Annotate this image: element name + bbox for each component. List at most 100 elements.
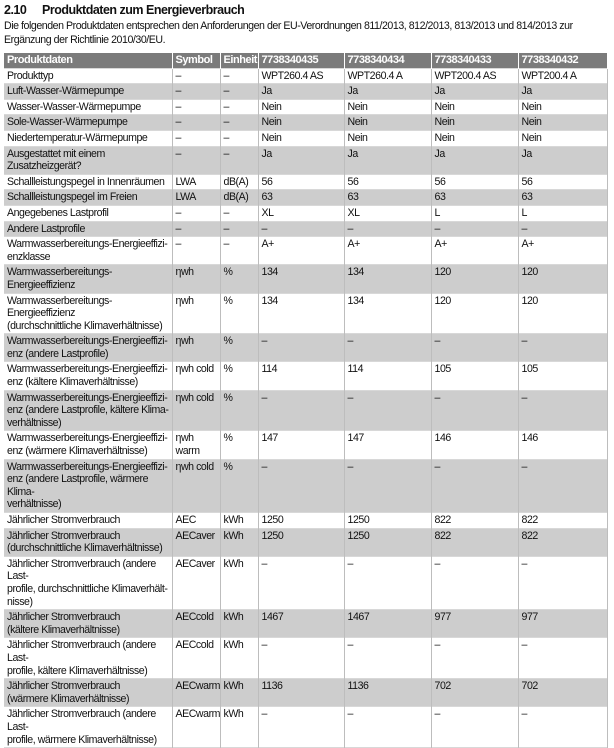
cell-symbol: –	[172, 205, 221, 222]
table-row: Warmwasserbereitungs-Energieeffizienz ηwh…	[4, 264, 608, 293]
cell-model-4: 146	[518, 430, 608, 460]
table-row: Warmwasserbereitungs-Energieeffizi- enz …	[4, 430, 608, 460]
cell-symbol: AEC	[172, 512, 221, 529]
cell-model-1: Nein	[258, 114, 345, 131]
table-row: Luft-Wasser-Wärmepumpe – – Ja Ja Ja Ja	[4, 83, 608, 100]
section-number: 2.10	[4, 3, 27, 17]
cell-unit: dB(A)	[220, 189, 259, 206]
cell-model-4: –	[518, 221, 608, 237]
cell-model-3: –	[431, 333, 519, 362]
cell-model-3: Ja	[431, 146, 519, 175]
cell-unit: –	[220, 114, 259, 131]
table-row: Jährlicher Stromverbrauch (andere Last- …	[4, 637, 608, 679]
column-header-model-1: 7738340435	[258, 53, 345, 69]
cell-model-4: L	[518, 205, 608, 222]
cell-model-2: 1467	[344, 609, 432, 638]
cell-model-4: –	[518, 459, 608, 513]
cell-model-2: –	[344, 333, 432, 362]
cell-unit: kWh	[220, 556, 259, 610]
cell-product-data: Warmwasserbereitungs-Energieeffizi- enzk…	[4, 236, 173, 265]
column-header-unit: Einheit	[220, 53, 259, 69]
table-row: Warmwasserbereitungs-Energieeffizi- enz …	[4, 333, 608, 362]
cell-model-1: –	[258, 637, 345, 679]
cell-model-4: 822	[518, 512, 608, 529]
cell-model-4: Nein	[518, 114, 608, 131]
cell-model-2: 134	[344, 264, 432, 293]
cell-model-3: –	[431, 637, 519, 679]
intro-paragraph: Die folgenden Produktdaten entsprechen d…	[4, 20, 573, 46]
cell-model-2: 114	[344, 361, 432, 391]
cell-model-1: 147	[258, 430, 345, 460]
cell-model-3: –	[431, 556, 519, 610]
cell-unit: –	[220, 130, 259, 147]
cell-model-2: Ja	[344, 146, 432, 175]
cell-symbol: –	[172, 236, 221, 265]
cell-model-4: Nein	[518, 130, 608, 147]
cell-unit: %	[220, 333, 259, 362]
cell-product-data: Warmwasserbereitungs-Energieeffizienz (d…	[4, 293, 173, 334]
cell-model-2: Nein	[344, 114, 432, 131]
cell-model-2: 63	[344, 189, 432, 206]
cell-model-1: –	[258, 333, 345, 362]
cell-model-2: –	[344, 556, 432, 610]
cell-model-3: Nein	[431, 99, 519, 115]
table-row: Sole-Wasser-Wärmepumpe – – Nein Nein Nein Nein	[4, 114, 608, 131]
cell-model-2: –	[344, 706, 432, 748]
cell-model-1: –	[258, 556, 345, 610]
cell-model-3: –	[431, 706, 519, 748]
cell-model-4: –	[518, 333, 608, 362]
cell-model-3: –	[431, 390, 519, 431]
cell-model-3: 120	[431, 264, 519, 293]
cell-model-3: 56	[431, 174, 519, 190]
cell-model-1: 1136	[258, 678, 345, 707]
cell-product-data: Jährlicher Stromverbrauch (durchschnittl…	[4, 528, 173, 557]
cell-unit: %	[220, 264, 259, 293]
cell-symbol: AECaver	[172, 528, 221, 557]
cell-product-data: Warmwasserbereitungs-Energieeffizi- enz …	[4, 459, 173, 513]
table-row: Jährlicher Stromverbrauch (wärmere Klima…	[4, 678, 608, 707]
cell-model-1: Nein	[258, 99, 345, 115]
cell-model-2: –	[344, 637, 432, 679]
cell-product-data: Jährlicher Stromverbrauch	[4, 512, 173, 529]
cell-model-1: 1467	[258, 609, 345, 638]
column-header-model-3: 7738340433	[431, 53, 519, 69]
product-data-table: Produktdaten Symbol Einheit 7738340435 77383…	[4, 53, 608, 748]
cell-product-data: Jährlicher Stromverbrauch (wärmere Klima…	[4, 678, 173, 707]
cell-model-4: –	[518, 706, 608, 748]
cell-product-data: Warmwasserbereitungs-Energieeffizi- enz …	[4, 430, 173, 460]
table-header-row: Produktdaten Symbol Einheit 7738340435 77383…	[4, 53, 608, 69]
cell-unit: –	[220, 99, 259, 115]
cell-model-4: 977	[518, 609, 608, 638]
cell-model-1: –	[258, 390, 345, 431]
cell-unit: –	[220, 146, 259, 175]
cell-model-3: Ja	[431, 83, 519, 100]
cell-unit: kWh	[220, 609, 259, 638]
table-row: Angegebenes Lastprofil – – XL XL L L	[4, 205, 608, 222]
cell-model-2: –	[344, 221, 432, 237]
cell-symbol: ηwh cold	[172, 459, 221, 513]
table-row: Schallleistungspegel im Freien LWA dB(A) 63…	[4, 189, 608, 206]
cell-symbol: ηwh	[172, 264, 221, 293]
cell-model-3: –	[431, 221, 519, 237]
cell-model-4: Nein	[518, 99, 608, 115]
cell-product-data: Warmwasserbereitungs-Energieeffizienz	[4, 264, 173, 293]
table-row: Jährlicher Stromverbrauch (andere Last- …	[4, 706, 608, 748]
cell-model-3: A+	[431, 236, 519, 265]
table-row: Schallleistungspegel in Innenräumen LWA dB…	[4, 174, 608, 190]
cell-model-3: 63	[431, 189, 519, 206]
cell-product-data: Jährlicher Stromverbrauch (andere Last- …	[4, 637, 173, 679]
cell-model-1: Ja	[258, 146, 345, 175]
cell-model-3: 702	[431, 678, 519, 707]
cell-symbol: AECcold	[172, 637, 221, 679]
cell-model-1: XL	[258, 205, 345, 222]
cell-model-3: WPT200.4 AS	[431, 68, 519, 84]
table-row: Jährlicher Stromverbrauch (durchschnittl…	[4, 528, 608, 557]
cell-symbol: AECaver	[172, 556, 221, 610]
cell-symbol: –	[172, 114, 221, 131]
cell-model-2: WPT260.4 A	[344, 68, 432, 84]
cell-symbol: ηwh cold	[172, 361, 221, 391]
cell-unit: kWh	[220, 637, 259, 679]
cell-model-1: 1250	[258, 528, 345, 557]
table-row: Andere Lastprofile – – – – – –	[4, 221, 608, 237]
table-row: Wasser-Wasser-Wärmepumpe – – Nein Nein Nein Ne…	[4, 99, 608, 115]
